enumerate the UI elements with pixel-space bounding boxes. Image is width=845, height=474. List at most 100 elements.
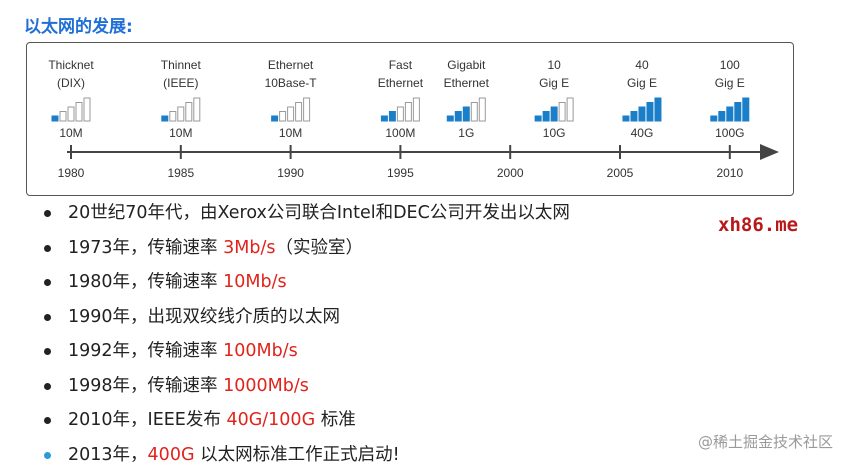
speed-bar: [389, 112, 395, 122]
history-item: 1980年，传输速率 10Mb/s: [44, 267, 570, 302]
speed-bar: [170, 112, 176, 122]
speed-bar: [194, 98, 200, 121]
standard-name: 10: [547, 58, 561, 72]
speed-bar: [186, 103, 192, 122]
history-highlight: 40G/100G: [226, 410, 315, 430]
speed-bar: [162, 116, 168, 121]
speed-bar: [727, 107, 733, 121]
history-text: 1973年，传输速率: [68, 238, 223, 258]
speed-bar: [735, 103, 741, 122]
history-text: 20世纪70年代，由Xerox公司联合Intel和DEC公司开发出以太网: [68, 203, 570, 223]
speed-bar: [559, 103, 565, 122]
bullet-dot-icon: [44, 417, 51, 424]
site-mark: xh86.me: [718, 214, 798, 236]
bullet-dot-icon: [44, 245, 51, 252]
year-label: 2000: [497, 166, 524, 180]
standard-name: Ethernet: [268, 58, 314, 72]
speed-bar: [655, 98, 661, 121]
bullet-dot-icon: [44, 348, 51, 355]
standard-name: Fast: [389, 58, 413, 72]
speed-bar: [60, 112, 66, 122]
year-label: 1980: [58, 166, 85, 180]
history-item: 1998年，传输速率 1000Mb/s: [44, 371, 570, 406]
speed-bar: [647, 103, 653, 122]
history-suffix: 以太网标准工作正式启动!: [195, 445, 400, 465]
speed-bar: [463, 107, 469, 121]
standard-name: Ethernet: [444, 76, 490, 90]
speed-bar: [52, 116, 58, 121]
history-suffix: 标准: [315, 410, 356, 430]
history-text: 1990年，出现双绞线介质的以太网: [68, 307, 340, 327]
history-highlight: 1000Mb/s: [223, 376, 309, 396]
standard-name: (DIX): [57, 76, 85, 90]
speed-label: 10G: [543, 126, 566, 140]
history-suffix: （实验室）: [275, 238, 363, 258]
speed-bar: [535, 116, 541, 121]
speed-bar: [288, 107, 294, 121]
speed-bar: [76, 103, 82, 122]
year-label: 2005: [607, 166, 634, 180]
year-label: 2010: [716, 166, 743, 180]
speed-bar: [631, 112, 637, 122]
bullet-dot-icon: [44, 210, 51, 217]
history-text: 1998年，传输速率: [68, 376, 223, 396]
speed-bar: [743, 98, 749, 121]
speed-bar: [543, 112, 549, 122]
speed-bar: [405, 103, 411, 122]
speed-bar: [719, 112, 725, 122]
standard-name: Ethernet: [378, 76, 424, 90]
history-text: 1992年，传输速率: [68, 341, 223, 361]
standard-name: Gigabit: [447, 58, 486, 72]
history-highlight: 400G: [148, 445, 195, 465]
speed-bar: [413, 98, 419, 121]
watermark-text: @稀土掘金技术社区: [698, 431, 833, 452]
speed-label: 10M: [59, 126, 82, 140]
history-item: 1992年，传输速率 100Mb/s: [44, 336, 570, 371]
speed-bar: [397, 107, 403, 121]
speed-bar: [447, 116, 453, 121]
speed-label: 40G: [631, 126, 654, 140]
speed-label: 100M: [385, 126, 415, 140]
standard-name: Gig E: [715, 76, 745, 90]
speed-bar: [296, 103, 302, 122]
standard-name: 40: [635, 58, 649, 72]
speed-bar: [280, 112, 286, 122]
speed-bar: [304, 98, 310, 121]
standard-name: Thicknet: [48, 58, 94, 72]
speed-label: 1G: [458, 126, 474, 140]
history-item: 20世纪70年代，由Xerox公司联合Intel和DEC公司开发出以太网: [44, 198, 570, 233]
history-highlight: 100Mb/s: [223, 341, 298, 361]
speed-label: 100G: [715, 126, 744, 140]
history-text: 2013年，: [68, 445, 148, 465]
standard-name: 100: [720, 58, 740, 72]
standard-name: Thinnet: [161, 58, 202, 72]
speed-bar: [381, 116, 387, 121]
timeline-arrow: [760, 144, 779, 160]
history-list: 20世纪70年代，由Xerox公司联合Intel和DEC公司开发出以太网 1973…: [44, 198, 570, 474]
bullet-dot-icon: [44, 452, 51, 459]
history-highlight: 10Mb/s: [223, 272, 287, 292]
history-item: 2010年，IEEE发布 40G/100G 标准: [44, 405, 570, 440]
speed-bar: [479, 98, 485, 121]
bullet-dot-icon: [44, 279, 51, 286]
speed-label: 10M: [169, 126, 192, 140]
speed-bar: [551, 107, 557, 121]
standard-name: Gig E: [627, 76, 657, 90]
bullet-dot-icon: [44, 383, 51, 390]
history-highlight: 3Mb/s: [223, 238, 275, 258]
speed-bar: [639, 107, 645, 121]
speed-bar: [711, 116, 717, 121]
speed-bar: [455, 112, 461, 122]
history-item: 1973年，传输速率 3Mb/s（实验室）: [44, 233, 570, 268]
bullet-dot-icon: [44, 314, 51, 321]
history-item: 1990年，出现双绞线介质的以太网: [44, 302, 570, 337]
speed-bar: [623, 116, 629, 121]
page-title: 以太网的发展:: [24, 12, 133, 37]
speed-bar: [178, 107, 184, 121]
speed-label: 10M: [279, 126, 302, 140]
standard-name: Gig E: [539, 76, 569, 90]
year-label: 1985: [167, 166, 194, 180]
speed-bar: [471, 103, 477, 122]
